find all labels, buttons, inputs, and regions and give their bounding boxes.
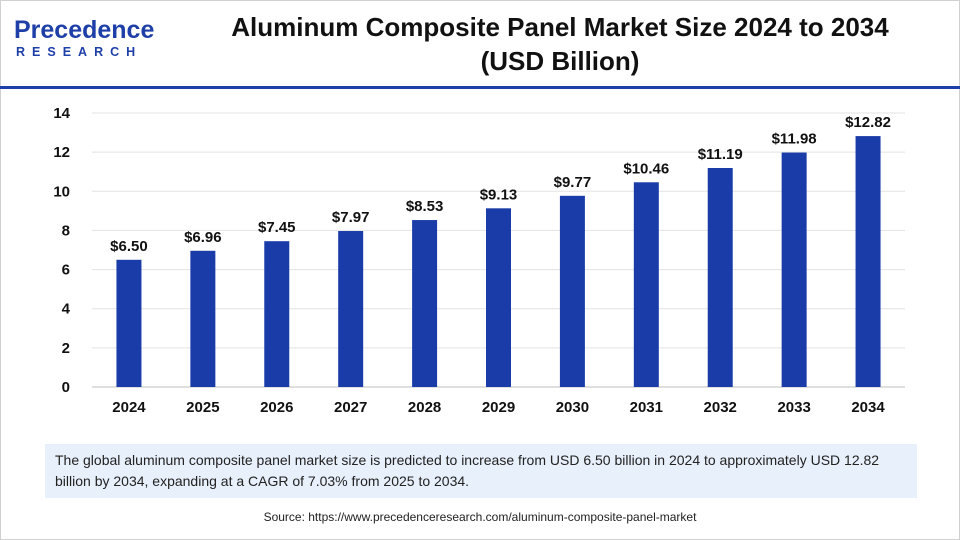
summary-note: The global aluminum composite panel mark… bbox=[45, 444, 917, 498]
y-tick-label: 8 bbox=[62, 222, 70, 239]
chart-title-block: Aluminum Composite Panel Market Size 202… bbox=[190, 10, 930, 78]
bar bbox=[855, 136, 881, 387]
x-tick-label: 2031 bbox=[630, 399, 663, 416]
data-label: $6.50 bbox=[110, 238, 148, 255]
x-tick-label: 2027 bbox=[334, 399, 367, 416]
x-tick-label: 2028 bbox=[408, 399, 441, 416]
data-label: $7.97 bbox=[332, 209, 370, 226]
y-tick-label: 12 bbox=[53, 144, 70, 161]
y-tick-label: 6 bbox=[62, 262, 70, 279]
data-label: $12.82 bbox=[845, 114, 891, 131]
x-tick-label: 2024 bbox=[112, 399, 146, 416]
y-tick-label: 10 bbox=[53, 183, 70, 200]
y-tick-label: 4 bbox=[62, 301, 71, 318]
chart-title: Aluminum Composite Panel Market Size 202… bbox=[231, 12, 889, 42]
data-label: $11.19 bbox=[698, 146, 743, 163]
x-tick-label: 2034 bbox=[851, 399, 885, 416]
bar bbox=[781, 152, 807, 387]
x-tick-label: 2032 bbox=[704, 399, 737, 416]
data-label: $9.13 bbox=[480, 186, 518, 203]
header-divider bbox=[0, 86, 960, 89]
bar bbox=[412, 220, 438, 387]
data-label: $8.53 bbox=[406, 198, 444, 215]
bar bbox=[190, 250, 216, 387]
bar bbox=[116, 259, 142, 387]
brand-logo[interactable]: Precedence RESEARCH bbox=[14, 16, 164, 64]
data-label: $11.98 bbox=[772, 131, 817, 148]
bar bbox=[633, 182, 659, 387]
x-tick-label: 2029 bbox=[482, 399, 515, 416]
bar bbox=[338, 231, 364, 387]
bar bbox=[486, 208, 511, 387]
x-tick-label: 2033 bbox=[777, 399, 810, 416]
data-label: $6.96 bbox=[184, 229, 222, 246]
y-tick-label: 2 bbox=[62, 340, 70, 357]
x-tick-label: 2025 bbox=[186, 399, 219, 416]
y-tick-label: 14 bbox=[53, 105, 70, 122]
x-tick-label: 2026 bbox=[260, 399, 293, 416]
source-line[interactable]: Source: https://www.precedenceresearch.c… bbox=[0, 510, 960, 524]
brand-sub: RESEARCH bbox=[16, 45, 143, 59]
bar bbox=[264, 241, 290, 387]
bar bbox=[707, 167, 733, 387]
data-label: $7.45 bbox=[258, 219, 296, 236]
bar bbox=[559, 195, 585, 387]
header: Precedence RESEARCH Aluminum Composite P… bbox=[0, 0, 960, 85]
summary-note-text: The global aluminum composite panel mark… bbox=[55, 452, 880, 489]
data-label: $9.77 bbox=[554, 174, 592, 191]
source-text: Source: https://www.precedenceresearch.c… bbox=[263, 510, 697, 524]
y-tick-label: 0 bbox=[62, 379, 70, 396]
x-tick-label: 2030 bbox=[556, 399, 589, 416]
chart-subtitle: (USD Billion) bbox=[480, 46, 640, 76]
data-label: $10.46 bbox=[623, 160, 669, 177]
brand-name: Precedence bbox=[14, 16, 155, 44]
bar-chart: 0 2 4 6 8 10 12 14 $6.50 2024 $6.96 2025 $7.45 2026 $7… bbox=[53, 105, 905, 416]
